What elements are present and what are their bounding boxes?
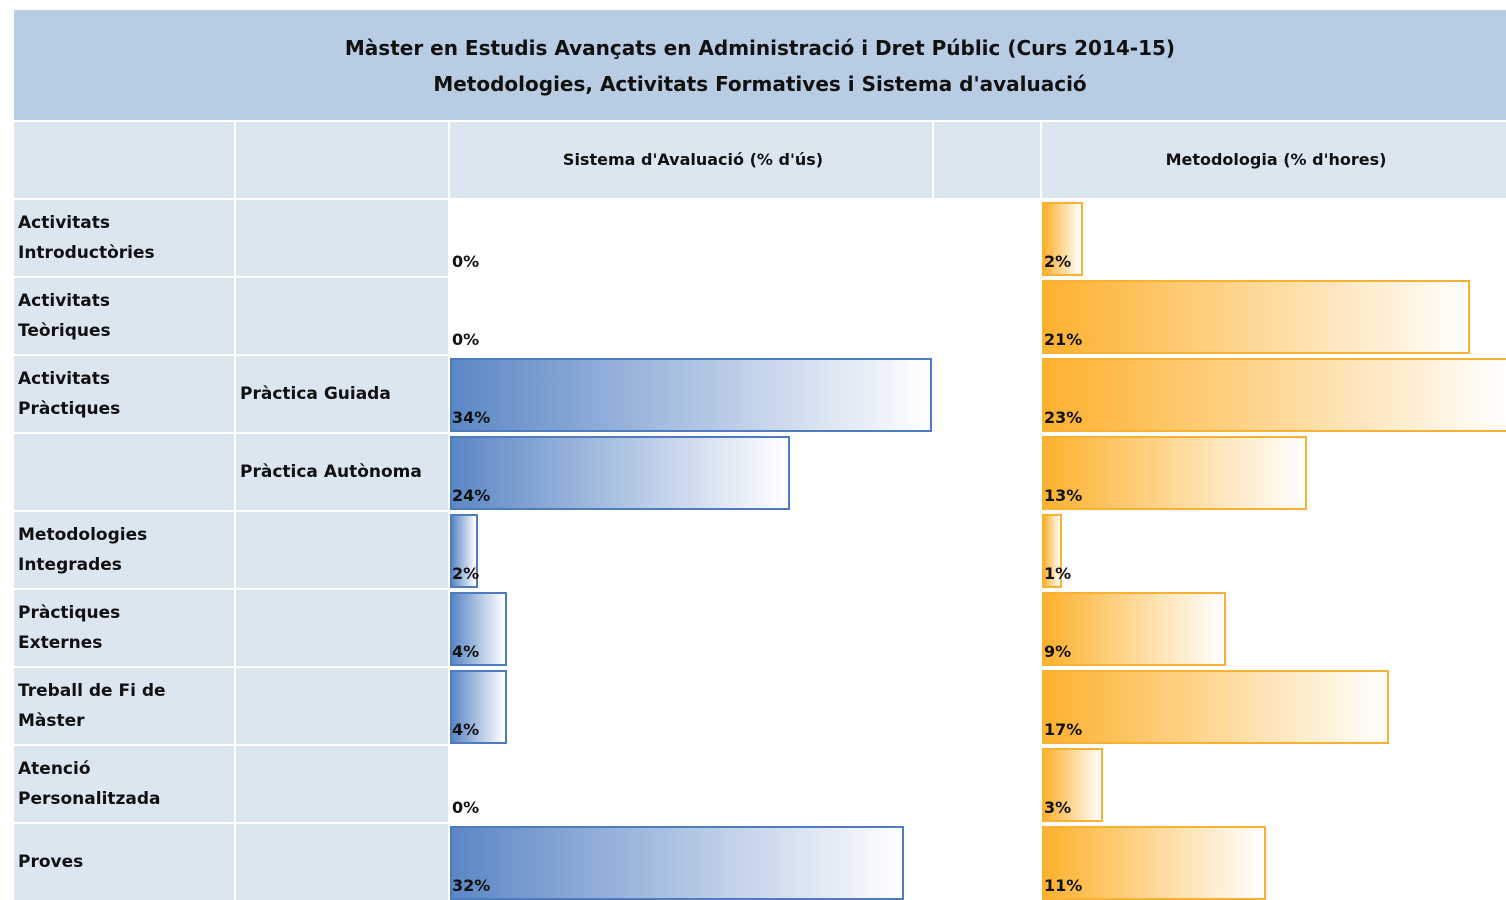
subtitle: Metodologies, Activitats Formatives i Si…: [433, 72, 1087, 96]
data-bar: [1042, 358, 1506, 432]
title: Màster en Estudis Avançats en Administra…: [344, 36, 1176, 60]
data-bar: [450, 670, 507, 744]
data-bar: [1042, 436, 1308, 510]
value-label: 4%: [452, 642, 480, 661]
header-cell: [14, 122, 234, 198]
data-bar: [450, 436, 791, 510]
value-label: 34%: [452, 408, 491, 427]
row-label: Atenció Personalitzada: [14, 746, 234, 822]
value-label: 23%: [1044, 408, 1083, 427]
row-label: Proves: [14, 824, 234, 900]
row-sublabel: Pràctica Autònoma: [236, 434, 448, 510]
row-sublabel: [236, 668, 448, 744]
value-label: 32%: [452, 876, 491, 895]
row-sublabel: [236, 200, 448, 276]
data-bar: [1042, 514, 1063, 588]
row-sublabel: [236, 512, 448, 588]
row-label: Pràctiques Externes: [14, 590, 234, 666]
data-bar: [450, 358, 933, 432]
row-sublabel: [236, 278, 448, 354]
row-label: [14, 434, 234, 510]
value-label: 0%: [452, 330, 480, 349]
header-cell: [934, 122, 1040, 198]
row-sublabel: [236, 824, 448, 900]
data-bar: [1042, 280, 1471, 354]
value-label: 0%: [452, 798, 480, 817]
row-label: Activitats Pràctiques: [14, 356, 234, 432]
row-label: Treball de Fi de Màster: [14, 668, 234, 744]
value-label: 3%: [1044, 798, 1072, 817]
row-label: Activitats Teòriques: [14, 278, 234, 354]
data-bar: [450, 514, 479, 588]
data-bar: [450, 592, 507, 666]
data-bar: [1042, 748, 1104, 822]
value-label: 0%: [452, 252, 480, 271]
value-label: 2%: [1044, 252, 1072, 271]
row-sublabel: Pràctica Guiada: [236, 356, 448, 432]
header-cell: [236, 122, 448, 198]
value-label: 17%: [1044, 720, 1083, 739]
value-label: 4%: [452, 720, 480, 739]
row-label: Metodologies Integrades: [14, 512, 234, 588]
value-label: 24%: [452, 486, 491, 505]
row-sublabel: [236, 590, 448, 666]
value-label: 2%: [452, 564, 480, 583]
value-label: 1%: [1044, 564, 1072, 583]
data-bar: [1042, 592, 1226, 666]
row-sublabel: [236, 746, 448, 822]
header-band: [14, 10, 1506, 120]
value-label: 9%: [1044, 642, 1072, 661]
value-label: 21%: [1044, 330, 1083, 349]
column-header: Sistema d'Avaluació (% d'ús): [450, 122, 932, 198]
data-bar: [1042, 670, 1389, 744]
row-label: Activitats Introductòries: [14, 200, 234, 276]
value-label: 13%: [1044, 486, 1083, 505]
data-bar: [450, 826, 904, 900]
value-label: 11%: [1044, 876, 1083, 895]
data-bar: [1042, 202, 1083, 276]
column-header: Metodologia (% d'hores): [1042, 122, 1506, 198]
